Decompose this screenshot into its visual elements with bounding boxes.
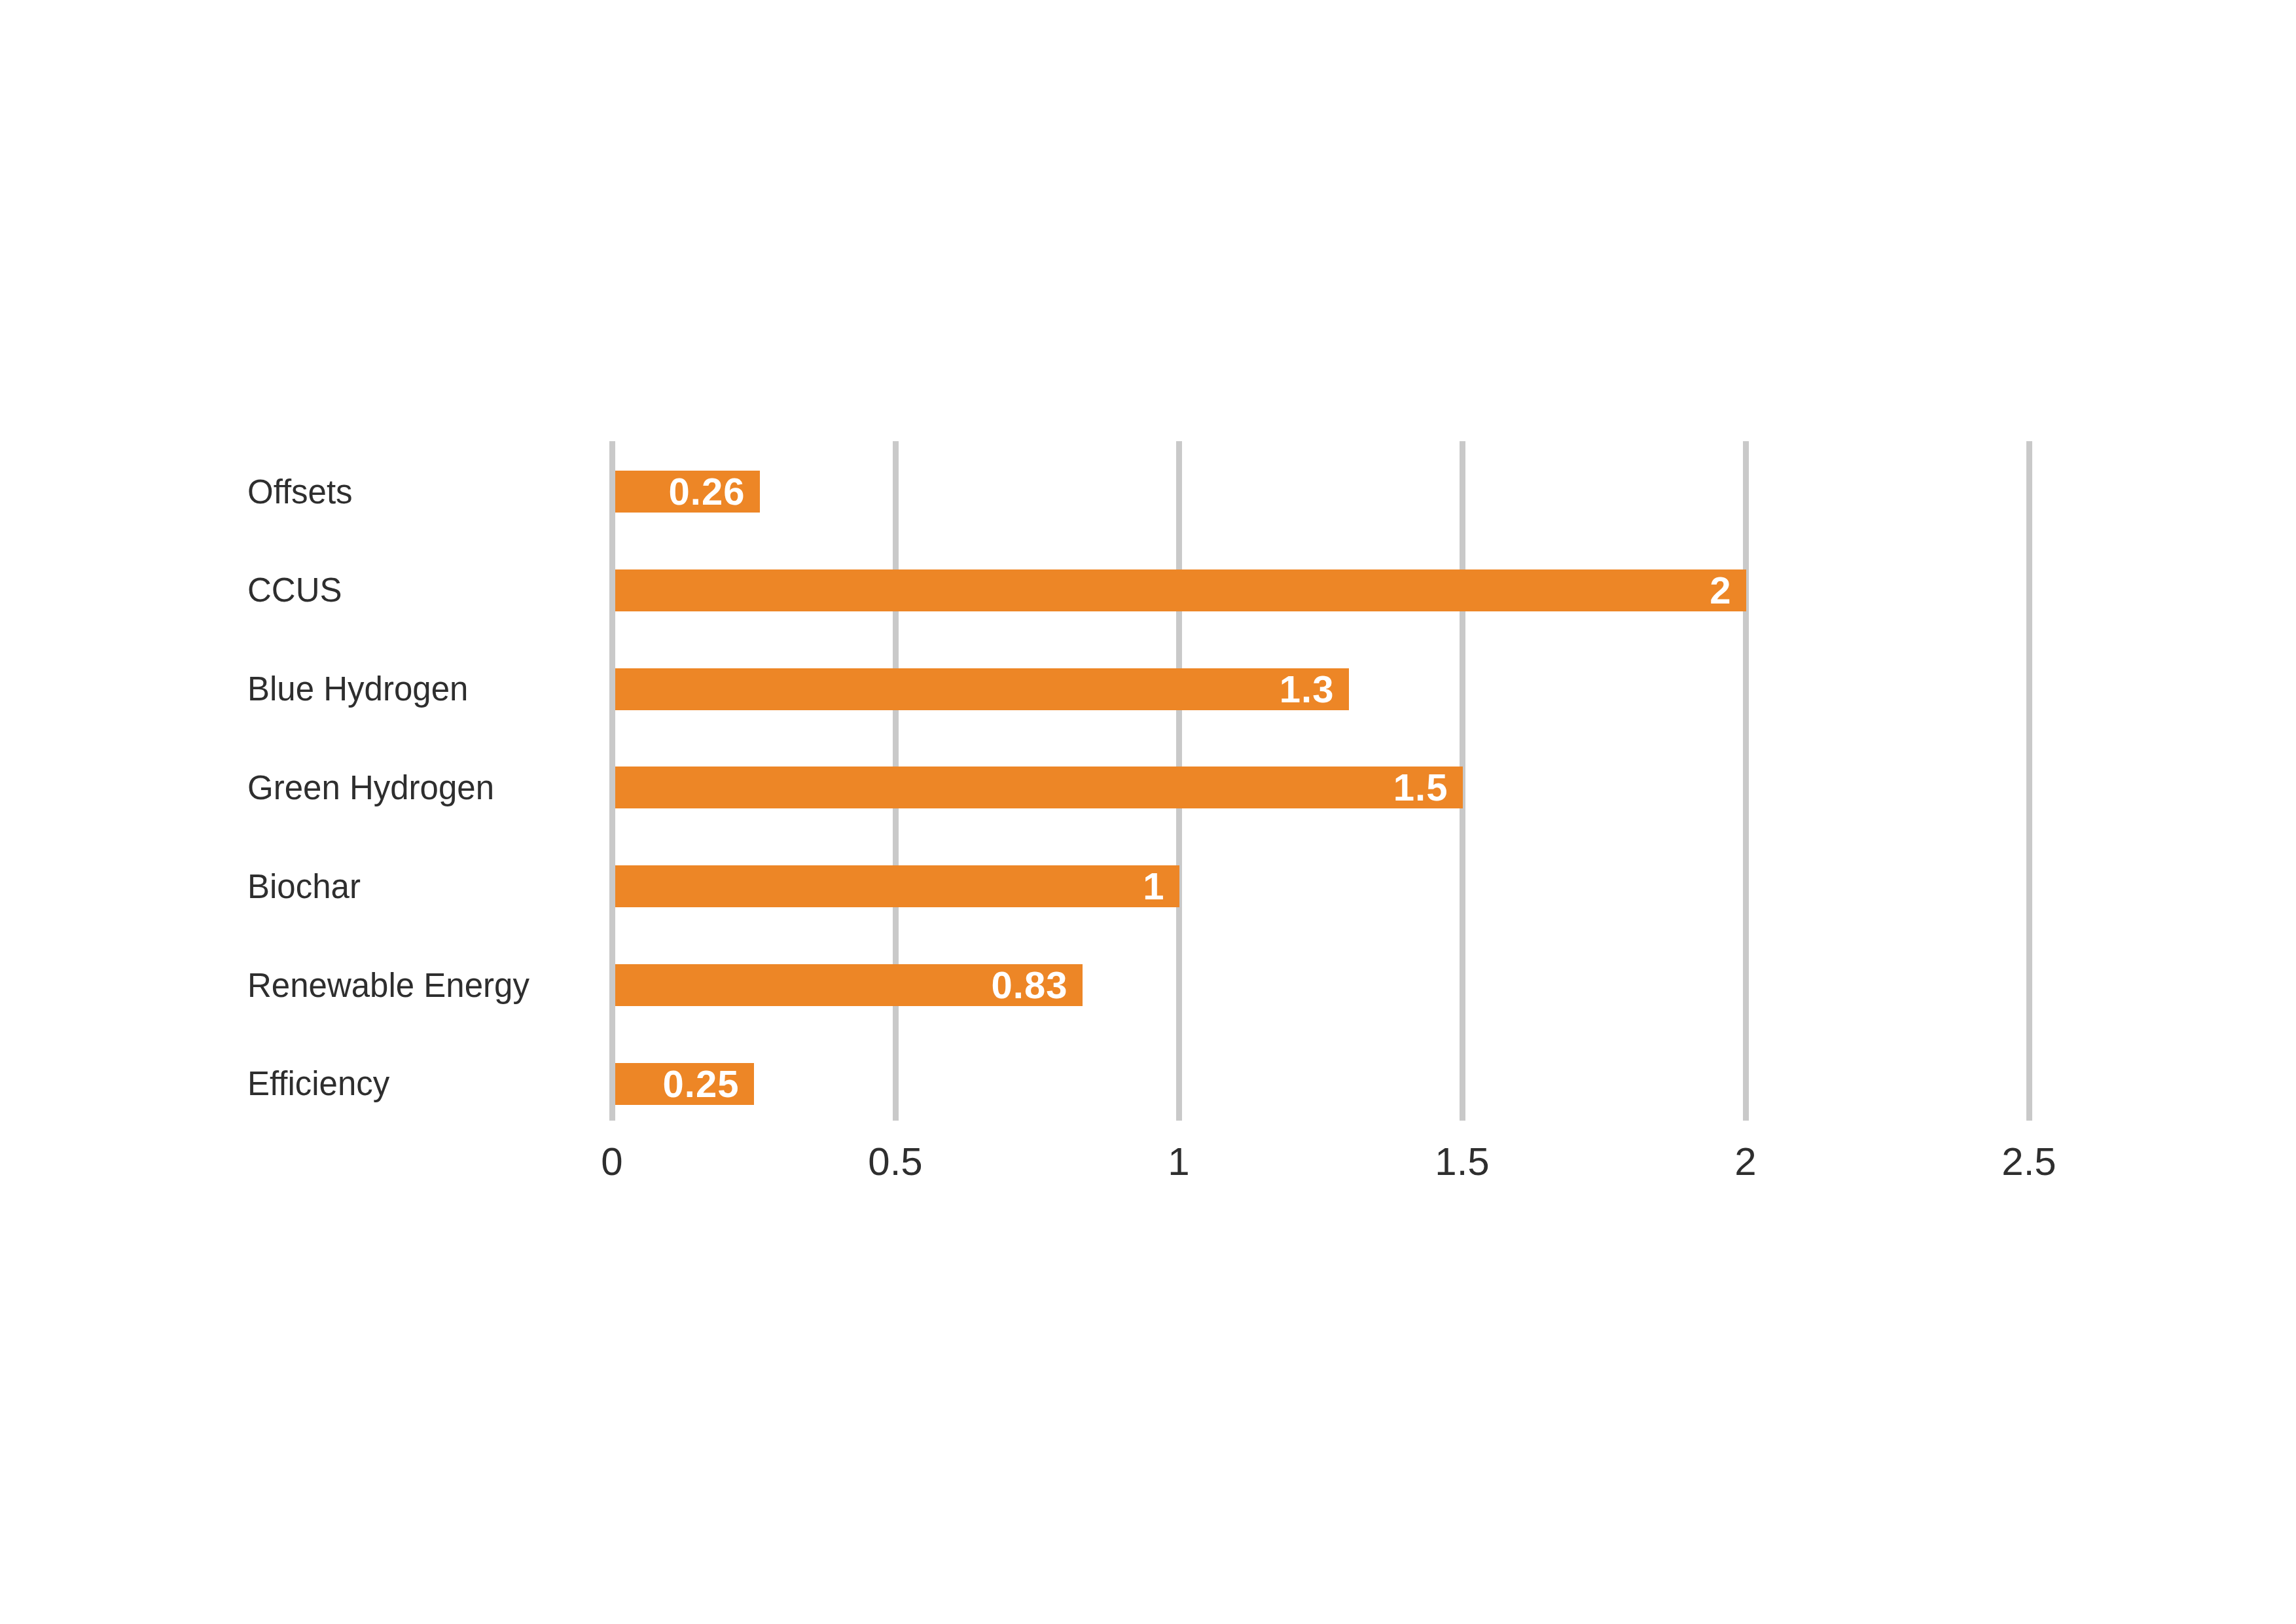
bar: 0.26: [615, 471, 760, 513]
category-label: Blue Hydrogen: [247, 668, 468, 710]
category-label: Renewable Energy: [247, 964, 529, 1006]
category-label: Efficiency: [247, 1063, 389, 1105]
bar-value-label: 0.26: [669, 473, 745, 511]
x-tick-label: 1: [1094, 1140, 1264, 1183]
bar: 1: [615, 865, 1179, 907]
bar: 1.5: [615, 767, 1463, 808]
x-tick-label: 2: [1660, 1140, 1831, 1183]
bar-value-label: 2: [1710, 571, 1731, 609]
category-label: Biochar: [247, 865, 361, 907]
x-tick-label: 0.5: [810, 1140, 980, 1183]
bar: 0.83: [615, 964, 1083, 1006]
bar: 2: [615, 569, 1746, 611]
bar-value-label: 1.5: [1393, 768, 1448, 806]
bar-value-label: 1: [1143, 867, 1164, 905]
bar-value-label: 1.3: [1280, 670, 1335, 708]
category-label: Green Hydrogen: [247, 767, 494, 808]
x-tick-label: 0: [527, 1140, 697, 1183]
x-tick-label: 2.5: [1944, 1140, 2114, 1183]
category-label: CCUS: [247, 569, 342, 611]
plot-area: 0.26 2 1.3 1.5 1 0.83 0.25: [612, 441, 2029, 1121]
x-tick-label: 1.5: [1377, 1140, 1547, 1183]
category-label: Offsets: [247, 471, 353, 513]
gridline: [2026, 441, 2032, 1121]
bar-value-label: 0.83: [992, 966, 1068, 1004]
bar: 1.3: [615, 668, 1349, 710]
gridline: [1743, 441, 1749, 1121]
bar: 0.25: [615, 1063, 754, 1105]
bar-value-label: 0.25: [663, 1065, 740, 1103]
bar-chart: 0.26 2 1.3 1.5 1 0.83 0.25 Offsets CCUS Bl…: [0, 0, 2296, 1624]
gridline: [609, 441, 615, 1121]
